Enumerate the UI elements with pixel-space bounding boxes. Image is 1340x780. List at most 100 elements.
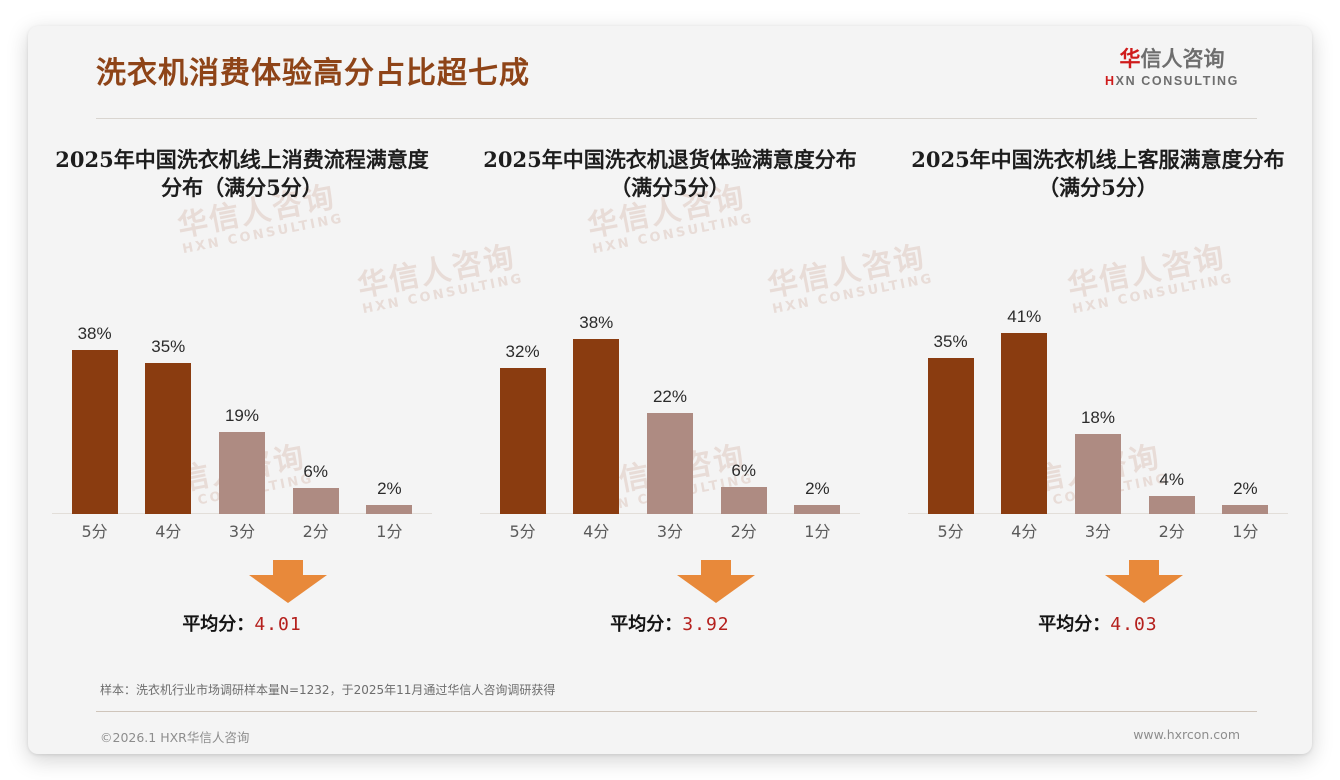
bar-value-label: 35% bbox=[933, 332, 968, 351]
bar-column[interactable]: 35% bbox=[134, 252, 203, 514]
bar[interactable] bbox=[366, 505, 413, 514]
logo-en-rest: XN CONSULTING bbox=[1115, 74, 1239, 89]
arrow-head bbox=[1104, 575, 1183, 603]
chart-title: 2025年中国洗衣机退货体验满意度分布（满分5分） bbox=[483, 147, 857, 200]
x-axis-tick: 2分 bbox=[302, 522, 329, 541]
bar[interactable] bbox=[1074, 434, 1121, 514]
bar-column[interactable]: 6% bbox=[281, 252, 350, 514]
bar-value-label: 18% bbox=[1080, 408, 1115, 427]
page-title: 洗衣机消费体验高分占比超七成 bbox=[96, 56, 530, 91]
slide-canvas: 华信人咨询 HXN CONSULTING 华信人咨询 HXN CONSULTIN… bbox=[28, 26, 1312, 754]
bar[interactable] bbox=[646, 413, 693, 514]
average-value: 3.92 bbox=[682, 614, 730, 635]
arrow-container bbox=[902, 560, 1294, 608]
x-axis-tick: 5分 bbox=[937, 522, 964, 541]
bar-column[interactable]: 41% bbox=[990, 252, 1059, 514]
x-axis-tick: 4分 bbox=[583, 522, 610, 541]
x-axis-labels: 5分 4分 3分 2分 1分 bbox=[488, 518, 852, 542]
bar[interactable] bbox=[794, 505, 841, 514]
bar[interactable] bbox=[499, 368, 546, 514]
bar-column[interactable]: 38% bbox=[562, 252, 631, 514]
x-axis-tick: 3分 bbox=[1084, 522, 1112, 541]
bar-group: 32% 38% 22% 6% bbox=[488, 252, 852, 514]
bar-value-label: 22% bbox=[652, 387, 687, 406]
bar-value-label: 6% bbox=[731, 461, 756, 480]
bar-value-label: 38% bbox=[579, 313, 614, 332]
bar-value-label: 32% bbox=[505, 342, 540, 361]
logo-english-text: HXN CONSULTING bbox=[1087, 74, 1257, 88]
x-axis-tick: 2分 bbox=[730, 522, 757, 541]
arrow-head bbox=[248, 575, 327, 603]
bar-value-label: 4% bbox=[1159, 470, 1184, 489]
logo-cn-rest: 信人咨询 bbox=[1140, 47, 1225, 71]
bar-value-label: 2% bbox=[805, 479, 830, 498]
down-arrow-icon bbox=[1104, 560, 1183, 604]
arrow-head bbox=[676, 575, 755, 603]
x-axis-tick: 1分 bbox=[804, 522, 831, 541]
bar[interactable] bbox=[292, 488, 339, 514]
bar-value-label: 2% bbox=[1233, 479, 1258, 498]
bar[interactable] bbox=[927, 358, 974, 514]
bar-value-label: 2% bbox=[377, 479, 402, 498]
arrow-stem bbox=[272, 560, 303, 577]
bar-value-label: 41% bbox=[1007, 307, 1042, 326]
x-axis-tick: 5分 bbox=[509, 522, 536, 541]
chart-panel-1: 2025年中国洗衣机线上消费流程满意度分布（满分5分） 38% 35% 19% bbox=[28, 146, 456, 636]
bar-column[interactable]: 4% bbox=[1137, 252, 1206, 514]
bar[interactable] bbox=[1001, 333, 1048, 514]
average-label: 平均分： bbox=[1038, 614, 1111, 635]
charts-row: 2025年中国洗衣机线上消费流程满意度分布（满分5分） 38% 35% 19% bbox=[28, 146, 1312, 636]
bar-value-label: 38% bbox=[77, 324, 112, 343]
average-value: 4.01 bbox=[254, 614, 302, 635]
bar-column[interactable]: 2% bbox=[783, 252, 852, 514]
average-score: 平均分：4.01 bbox=[46, 610, 438, 636]
x-axis-labels: 5分 4分 3分 2分 1分 bbox=[60, 518, 424, 542]
x-axis-tick: 5分 bbox=[81, 522, 108, 541]
bar[interactable] bbox=[573, 339, 620, 514]
arrow-container bbox=[46, 560, 438, 608]
bar-column[interactable]: 6% bbox=[709, 252, 778, 514]
x-axis-labels: 5分 4分 3分 2分 1分 bbox=[916, 518, 1280, 542]
logo-cn-highlight: 华 bbox=[1119, 47, 1141, 71]
x-axis-tick: 1分 bbox=[1232, 522, 1259, 541]
bar[interactable] bbox=[71, 350, 118, 514]
logo-chinese-text: 华信人咨询 bbox=[1087, 47, 1257, 71]
bar-column[interactable]: 32% bbox=[488, 252, 557, 514]
bar-value-label: 19% bbox=[224, 406, 259, 425]
footnote: 样本：洗衣机行业市场调研样本量N=1232，于2025年11月通过华信人咨询调研… bbox=[28, 681, 1312, 698]
bar-column[interactable]: 22% bbox=[635, 252, 704, 514]
bar-group: 38% 35% 19% 6% bbox=[60, 252, 424, 514]
bar-column[interactable]: 2% bbox=[1211, 252, 1280, 514]
x-axis-tick: 3分 bbox=[228, 522, 256, 541]
slide-header: 洗衣机消费体验高分占比超七成 华信人咨询 HXN CONSULTING bbox=[28, 26, 1312, 122]
company-logo: 华信人咨询 HXN CONSULTING bbox=[1087, 47, 1257, 88]
bar-column[interactable]: 18% bbox=[1063, 252, 1132, 514]
bar-chart: 38% 35% 19% 6% bbox=[46, 252, 438, 542]
x-axis-tick: 2分 bbox=[1158, 522, 1185, 541]
logo-en-highlight: H bbox=[1105, 74, 1116, 89]
bar[interactable] bbox=[720, 487, 767, 514]
x-axis-tick: 4分 bbox=[155, 522, 182, 541]
average-label: 平均分： bbox=[182, 614, 255, 635]
bar-column[interactable]: 35% bbox=[916, 252, 985, 514]
bar-column[interactable]: 19% bbox=[207, 252, 276, 514]
bar-value-label: 35% bbox=[151, 337, 186, 356]
average-score: 平均分：4.03 bbox=[902, 610, 1294, 636]
copyright-text: ©2026.1 HXR华信人咨询 bbox=[100, 730, 250, 745]
chart-title: 2025年中国洗衣机线上消费流程满意度分布（满分5分） bbox=[55, 147, 429, 200]
x-axis-tick: 3分 bbox=[656, 522, 684, 541]
arrow-container bbox=[474, 560, 866, 608]
bar-column[interactable]: 2% bbox=[355, 252, 424, 514]
bar-column[interactable]: 38% bbox=[60, 252, 129, 514]
bar-chart: 32% 38% 22% 6% bbox=[474, 252, 866, 542]
x-axis-tick: 1分 bbox=[376, 522, 403, 541]
bar[interactable] bbox=[145, 363, 192, 514]
bar-chart: 35% 41% 18% 4% bbox=[902, 252, 1294, 542]
footnote-text: 样本：洗衣机行业市场调研样本量N=1232，于2025年11月通过华信人咨询调研… bbox=[100, 683, 556, 697]
bar[interactable] bbox=[218, 432, 265, 514]
bar[interactable] bbox=[1148, 496, 1195, 514]
bar[interactable] bbox=[1222, 505, 1269, 514]
footer-divider bbox=[96, 711, 1257, 712]
header-divider bbox=[96, 118, 1257, 119]
website-link[interactable]: www.hxrcon.com bbox=[1133, 727, 1240, 742]
